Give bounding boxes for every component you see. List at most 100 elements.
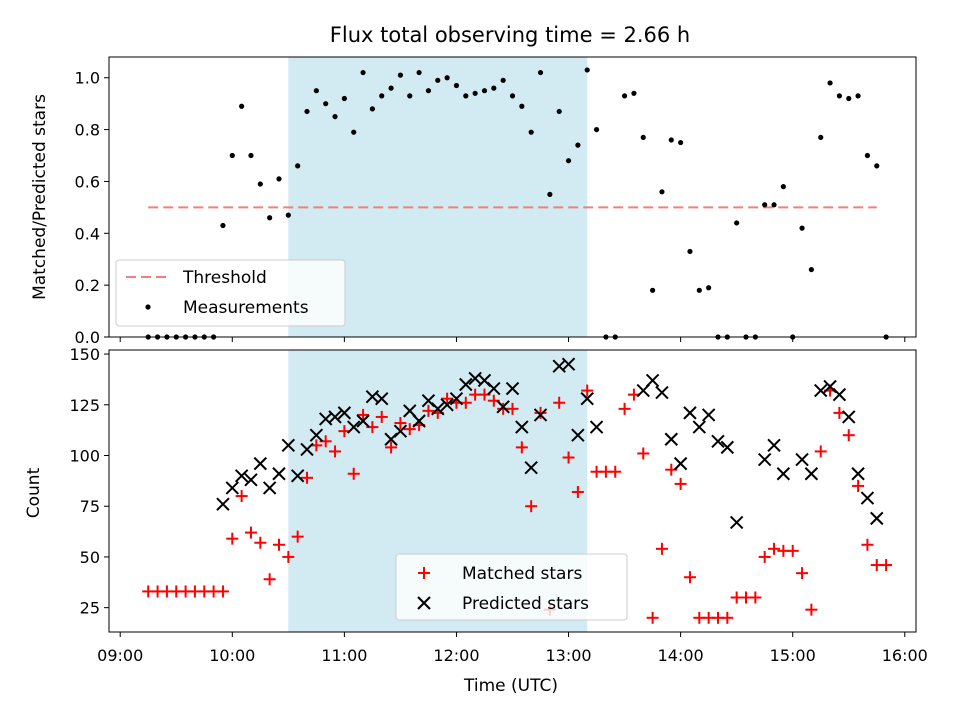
measurement-point-53 [640,134,646,140]
measurement-point-43 [547,191,553,198]
matched-star-point-22 [347,467,360,480]
matched-star-point-76 [852,479,865,492]
bottom-x-tick-label-7: 16:00 [882,646,928,665]
measurement-point-35 [472,90,478,96]
measurement-point-15 [285,212,291,218]
matched-star-point-15 [282,550,295,563]
legend-matched-label: Matched stars [462,564,582,584]
bottom-y-tick-label-1: 50 [80,548,100,567]
measurement-point-76 [855,93,861,99]
top-panel: 0.0 0.2 0.4 0.6 0.8 1.0 Matched/Predicted sta… [30,56,917,347]
measurement-point-40 [519,103,525,109]
predicted-star-point-17 [375,391,389,406]
measurement-point-42 [537,69,544,76]
matched-star-point-32 [441,392,454,405]
matched-star-point-70 [796,567,809,580]
matched-star-point-71 [805,603,818,616]
predicted-star-point-46 [692,420,707,434]
bottom-x-axis: 09:00 10:00 11:00 12:00 13:00 14:00 15:00 16:00 [97,632,928,665]
legend-measurements-label: Measurements [183,298,309,318]
predicted-star-point-59 [842,410,856,424]
matched-star-point-65 [749,591,762,604]
predicted-star-point-56 [814,383,828,398]
bottom-y-tick-label-0: 25 [80,599,100,618]
measurement-point-74 [836,93,843,99]
predicted-star-point-42 [655,385,669,400]
measurement-point-22 [351,129,357,135]
bottom-x-tick-label-6: 15:00 [770,646,816,665]
predicted-star-point-2 [234,469,249,483]
matched-star-point-46 [571,486,584,499]
predicted-star-point-36 [561,357,576,371]
matched-star-point-66 [758,550,771,563]
matched-star-point-40 [515,441,528,454]
predicted-star-point-51 [757,452,772,467]
measurement-point-63 [734,220,740,226]
measurement-point-21 [341,95,347,102]
predicted-star-point-7 [281,438,296,453]
measurement-point-67 [771,202,777,208]
predicted-star-point-5 [262,481,277,495]
predicted-star-point-24 [440,398,454,412]
bottom-y-tick-label-2: 75 [80,497,100,516]
matched-star-point-58 [683,571,696,584]
matched-star-point-50 [609,465,622,478]
measurement-point-29 [416,69,422,76]
measurement-point-20 [332,114,338,120]
measurement-point-71 [808,266,814,273]
x-axis-label: Time (UTC) [463,676,558,696]
bottom-y-tick-label-5: 150 [69,345,100,364]
top-legend-box [115,259,346,327]
measurement-point-52 [631,90,637,96]
predicted-star-point-58 [832,387,847,402]
measurement-point-56 [668,137,674,143]
measurement-point-32 [444,75,450,81]
matched-star-point-12 [254,536,267,549]
predicted-star-point-15 [356,414,370,428]
top-y-tick-label-0: 0.0 [75,328,100,347]
matched-star-point-44 [553,396,566,409]
top-y-tick-label-3: 0.6 [75,172,100,191]
matched-star-point-45 [562,451,575,464]
matched-star-point-55 [655,542,668,555]
matched-star-point-26 [385,441,398,454]
predicted-star-point-26 [459,377,473,392]
matched-star-point-25 [375,410,388,423]
bottom-x-tick-label-2: 11:00 [321,646,367,665]
matched-star-point-8 [216,585,229,598]
predicted-stars-points [216,357,884,530]
measurement-point-72 [818,134,824,140]
predicted-star-point-31 [505,381,520,396]
matched-star-point-53 [637,447,650,460]
predicted-star-point-41 [645,373,660,388]
measurement-point-70 [799,225,805,231]
top-legend: Threshold Measurements [115,259,346,327]
predicted-star-point-39 [589,420,604,434]
measurement-point-54 [650,287,656,293]
measurement-point-31 [435,77,441,83]
matched-star-point-13 [263,573,276,586]
measurement-point-55 [659,189,665,195]
bottom-plot-frame [108,349,917,633]
bottom-y-tick-label-3: 100 [69,446,100,465]
predicted-star-point-0 [216,497,230,511]
bottom-legend-box [395,553,628,621]
measurement-point-59 [696,287,702,293]
bottom-x-tick-label-4: 13:00 [545,646,591,665]
predicted-star-point-47 [701,408,716,422]
measurement-point-45 [565,158,572,164]
top-y-tick-label-1: 0.2 [75,276,100,295]
bottom-x-tick-label-3: 12:00 [433,646,479,665]
measurement-point-18 [313,88,319,94]
measurement-point-41 [528,129,534,135]
bottom-x-tick-label-5: 14:00 [658,646,704,665]
measurement-point-77 [864,152,871,159]
predicted-star-point-32 [515,420,529,434]
matched-star-point-51 [618,402,631,415]
predicted-star-point-23 [431,402,445,416]
matched-star-point-72 [814,445,827,458]
matched-star-point-77 [861,538,874,551]
predicted-star-point-29 [487,381,501,396]
top-y-axis-label: Matched/Predicted stars [30,94,50,300]
